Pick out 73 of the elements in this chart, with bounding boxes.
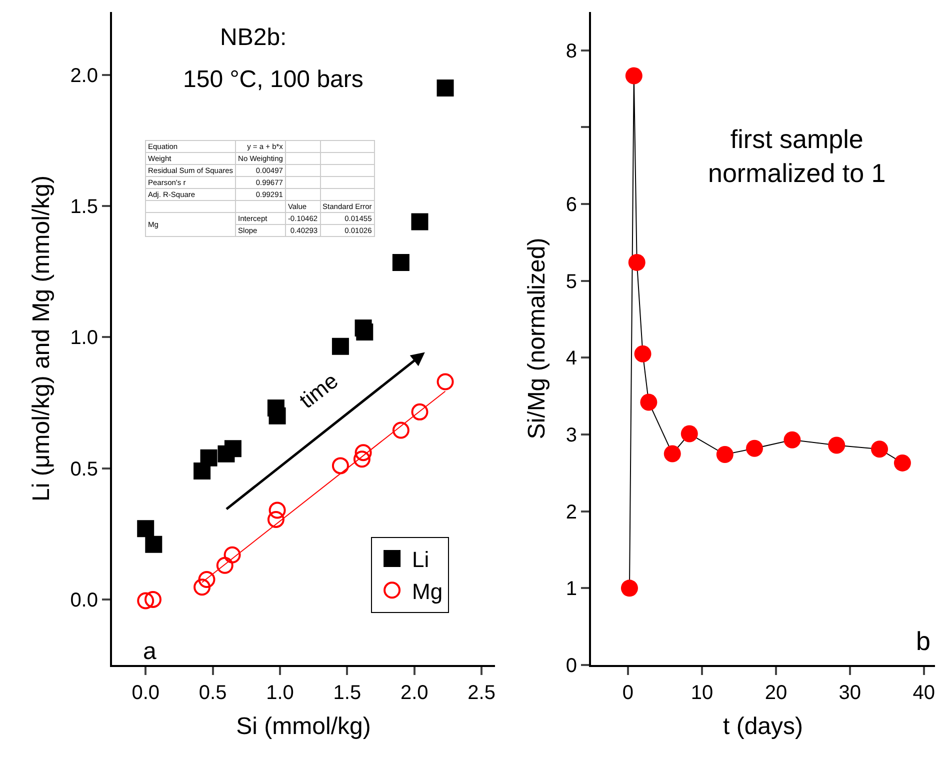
- point: [144, 590, 162, 608]
- y-tick-label: 2.0: [70, 64, 98, 87]
- point: [356, 323, 374, 340]
- y-axis-title: Si/Mg (normalized): [523, 238, 550, 440]
- x-tick-label: 0.0: [132, 682, 160, 704]
- point: [436, 80, 454, 97]
- x-tick-label: 20: [764, 682, 788, 704]
- point: [680, 425, 698, 442]
- y-tick-label: 5: [566, 270, 577, 293]
- point: [354, 444, 372, 462]
- y-tick-label: 1.5: [70, 196, 98, 218]
- point: [411, 403, 428, 420]
- x-tick-label: 2.5: [468, 682, 496, 704]
- x-tick-label: 40: [912, 682, 936, 704]
- point: [267, 510, 284, 528]
- point: [392, 254, 410, 271]
- y-tick-label: 0.5: [70, 458, 98, 480]
- point: [332, 338, 349, 355]
- point: [828, 436, 846, 454]
- point: [625, 67, 642, 84]
- y-tick-label: 8: [566, 40, 577, 62]
- point: [784, 431, 801, 448]
- annotation: b: [916, 626, 930, 656]
- x-axis-title: Si (mmol/kg): [236, 712, 371, 740]
- annotation: a: [143, 638, 157, 665]
- point: [194, 578, 211, 596]
- annotation: time: [294, 368, 343, 414]
- point: [716, 446, 734, 463]
- legend-label: Mg: [412, 578, 443, 604]
- x-tick-label: 0.5: [198, 682, 227, 704]
- x-tick-label: 1.0: [266, 682, 294, 704]
- point: [137, 592, 154, 610]
- point: [628, 254, 646, 271]
- point: [268, 407, 286, 424]
- annotation: first sample normalized to 1: [708, 124, 886, 188]
- annotation: 150 °C, 100 bars: [183, 66, 364, 93]
- x-tick-label: 10: [690, 682, 714, 704]
- point: [268, 502, 286, 519]
- point: [894, 454, 911, 472]
- y-tick-label: 1.0: [70, 327, 98, 350]
- y-tick-label: 2: [566, 501, 577, 524]
- point: [137, 520, 154, 538]
- point: [436, 373, 454, 390]
- point: [634, 345, 652, 362]
- y-tick-label: 0: [566, 655, 577, 677]
- point: [620, 580, 638, 597]
- y-tick-label: 6: [566, 194, 577, 216]
- y-tick-label: 0.0: [70, 589, 98, 612]
- point: [198, 571, 216, 588]
- point: [664, 445, 681, 462]
- point: [224, 546, 241, 564]
- y-tick-label: 1: [566, 578, 577, 600]
- point: [145, 536, 162, 553]
- point: [216, 556, 234, 574]
- annotation: NB2b:: [220, 24, 287, 51]
- x-axis-title: t (days): [722, 712, 804, 740]
- y-tick-label: 3: [566, 424, 577, 447]
- point: [200, 449, 218, 466]
- y-axis-title: Li (μmol/kg) and Mg (mmol/kg): [28, 176, 55, 502]
- x-tick-label: 2.0: [400, 682, 428, 704]
- point: [353, 450, 370, 468]
- point: [332, 457, 349, 474]
- point: [746, 440, 763, 457]
- point: [392, 422, 410, 439]
- point: [224, 440, 242, 458]
- x-tick-label: 30: [838, 682, 862, 704]
- point: [640, 394, 658, 411]
- point: [411, 213, 428, 230]
- legend-label: Li: [412, 547, 430, 572]
- x-tick-label: 0: [622, 682, 634, 704]
- x-tick-label: 1.5: [333, 682, 362, 704]
- point: [871, 440, 888, 458]
- y-tick-label: 4: [566, 348, 577, 370]
